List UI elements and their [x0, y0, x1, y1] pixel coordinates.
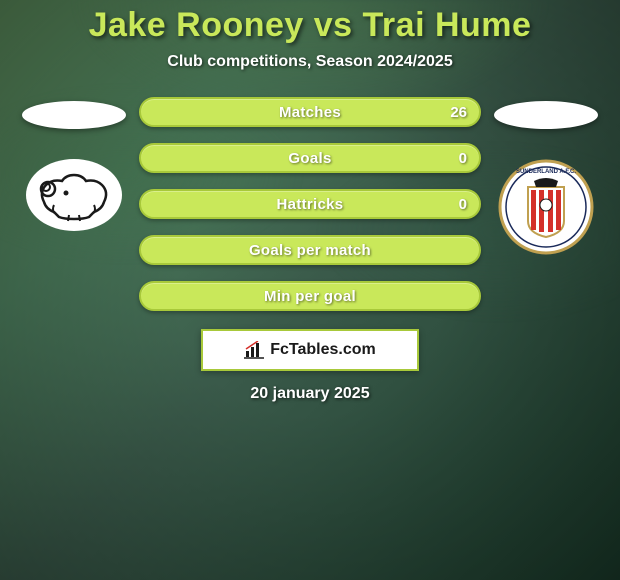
- stat-row-min-per-goal: Min per goal: [139, 281, 481, 311]
- stat-label: Hattricks: [277, 196, 344, 213]
- left-flag-ellipse: [22, 101, 126, 129]
- footer-brand-box: FcTables.com: [201, 329, 419, 371]
- comparison-date: 20 january 2025: [0, 385, 620, 403]
- footer-brand-text: FcTables.com: [270, 341, 376, 359]
- comparison-title: Jake Rooney vs Trai Hume: [0, 6, 620, 45]
- right-club-crest: SUNDERLAND A.F.C.: [496, 157, 596, 262]
- stat-label: Matches: [279, 104, 341, 121]
- right-flag-ellipse: [494, 101, 598, 129]
- bar-chart-icon: [244, 341, 266, 359]
- stat-label: Goals per match: [249, 242, 371, 259]
- left-club-crest: [24, 157, 124, 238]
- comparison-body: Matches 26 Goals 0 Hattricks 0 Goals per…: [0, 97, 620, 311]
- comparison-subtitle: Club competitions, Season 2024/2025: [0, 53, 620, 71]
- right-player-column: SUNDERLAND A.F.C.: [491, 97, 601, 262]
- stat-row-matches: Matches 26: [139, 97, 481, 127]
- stat-value-right: 0: [459, 196, 467, 213]
- stat-row-hattricks: Hattricks 0: [139, 189, 481, 219]
- stat-row-goals-per-match: Goals per match: [139, 235, 481, 265]
- stat-value-right: 26: [450, 104, 467, 121]
- stat-label: Goals: [288, 150, 331, 167]
- stat-label: Min per goal: [264, 288, 356, 305]
- svg-text:SUNDERLAND A.F.C.: SUNDERLAND A.F.C.: [516, 169, 576, 175]
- stat-value-right: 0: [459, 150, 467, 167]
- footer-brand-logo: FcTables.com: [244, 341, 376, 359]
- stat-row-goals: Goals 0: [139, 143, 481, 173]
- left-player-column: [19, 97, 129, 238]
- stats-column: Matches 26 Goals 0 Hattricks 0 Goals per…: [139, 97, 481, 311]
